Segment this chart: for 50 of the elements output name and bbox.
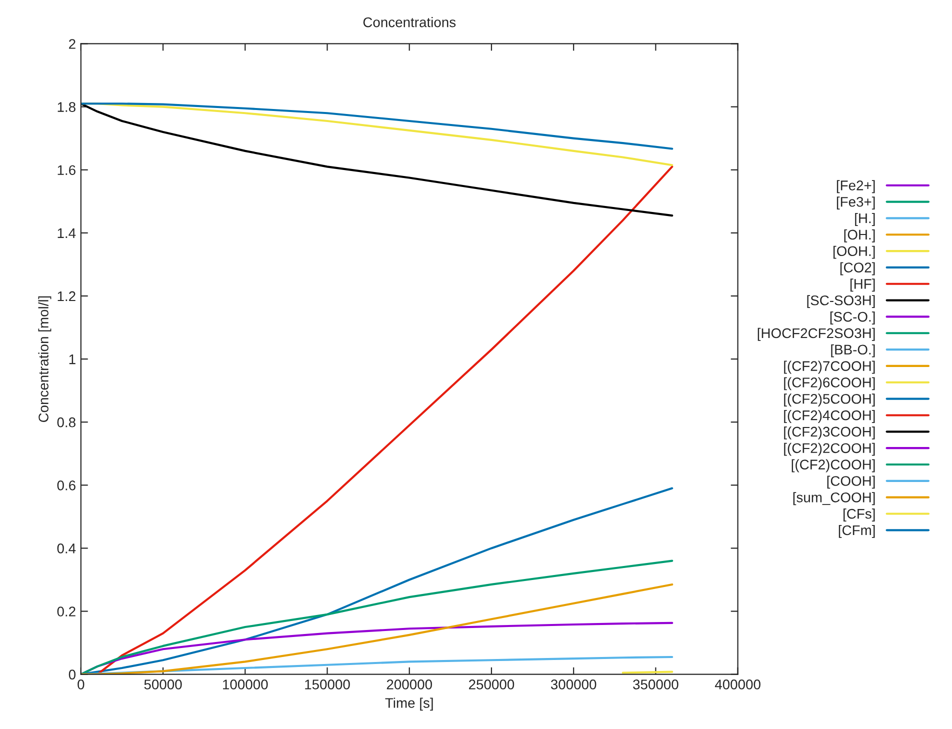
legend-label: [CFs] (844, 508, 875, 522)
y-tick-label: 0.8 (57, 417, 76, 428)
legend-label: [OOH.] (833, 246, 875, 259)
legend-label: [(CF2)7COOH] (784, 360, 875, 374)
legend-label: [SC-SO3H] (807, 295, 875, 308)
legend-label: [H.] (855, 212, 875, 226)
x-axis-title: Time [s] (385, 698, 433, 711)
legend-label: [(CF2)5COOH] (784, 394, 875, 407)
legend-label: [(CF2)3COOH] (784, 426, 875, 440)
y-tick-label: 1.6 (58, 165, 76, 176)
x-tick-label: 0 (78, 680, 84, 690)
legend-label: [OH.] (844, 229, 875, 242)
legend-label: [BB-O.] (831, 344, 875, 358)
legend-label: [COOH] (827, 476, 875, 489)
line-series (80, 583, 674, 674)
legend-label: [sum_COOH] (793, 492, 875, 506)
y-tick-label: 0.6 (57, 480, 76, 490)
y-tick-label: 0.4 (57, 544, 76, 554)
x-tick-label: 150000 (305, 680, 350, 690)
legend-label: [(CF2)2COOH] (784, 442, 875, 456)
line-series (80, 102, 674, 217)
x-tick-label: 350000 (633, 680, 678, 690)
legend-label: [SC-O.] (830, 312, 875, 324)
x-tick-label: 400000 (714, 680, 760, 690)
legend-label: [HOCF2CF2SO3H] (758, 328, 875, 341)
legend-label: [(CF2)6COOH] (784, 377, 875, 390)
legend-label: [CO2] (840, 262, 875, 276)
legend-label: [HF] (850, 278, 875, 292)
y-tick-label: 2 (69, 39, 76, 49)
legend-label: [Fe2+] (836, 180, 875, 194)
x-tick-label: 250000 (469, 680, 514, 690)
legend-label: [(CF2)COOH] (792, 459, 875, 472)
y-axis-title: Concentration [mol/l] (38, 296, 52, 422)
y-tick-label: 1.4 (58, 228, 76, 238)
y-tick-label: 0 (68, 670, 76, 680)
y-tick-label: 1.2 (58, 291, 76, 302)
line-series (80, 102, 674, 150)
x-tick-label: 50000 (144, 680, 182, 690)
x-tick-label: 300000 (550, 680, 596, 690)
line-series (80, 656, 674, 674)
y-tick-label: 1.8 (58, 102, 76, 112)
x-tick-label: 200000 (386, 680, 432, 690)
legend-label: [(CF2)4COOH] (784, 410, 875, 423)
y-tick-label: 1 (69, 354, 76, 364)
legend-label: [Fe3+] (836, 196, 875, 210)
x-tick-label: 100000 (223, 680, 268, 690)
line-series (80, 560, 674, 674)
legend-label: [CFm] (838, 524, 875, 538)
y-tick-label: 0.2 (57, 606, 76, 616)
chart-title: Concentrations (363, 17, 456, 28)
